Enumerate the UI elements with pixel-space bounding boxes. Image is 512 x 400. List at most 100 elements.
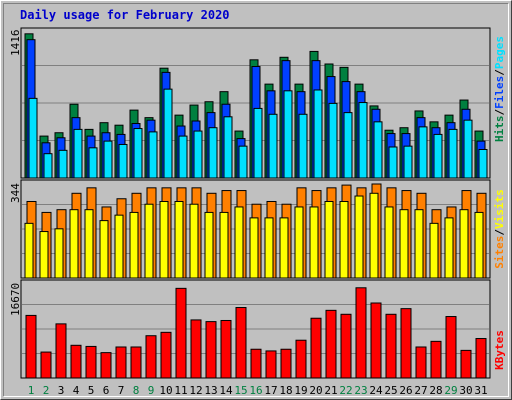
bar-kbytes-day-30 xyxy=(460,349,472,379)
day-label-26: 26 xyxy=(399,384,412,397)
bar-pages-day-22 xyxy=(343,112,353,179)
bar-pages-day-13 xyxy=(208,127,218,179)
bar-pages-day-23 xyxy=(358,102,368,179)
legend-hits-files-pages-part-3: / xyxy=(493,69,506,76)
legend-kbytes-part-0: KBytes xyxy=(493,330,506,370)
chart-title: Daily usage for February 2020 xyxy=(20,8,230,22)
bar-pages-day-16 xyxy=(253,107,263,179)
bar-pages-day-28 xyxy=(433,133,443,179)
legend-hits-files-pages-part-4: Pages xyxy=(493,36,506,69)
bar-kbytes-day-8 xyxy=(130,346,142,379)
bar-kbytes-day-20 xyxy=(310,317,322,379)
bar-kbytes-day-31 xyxy=(475,338,487,379)
bar-pages-day-5 xyxy=(88,147,98,179)
bar-visits-day-31 xyxy=(474,211,484,279)
ymax-label-visits-sites: 344 xyxy=(9,183,22,203)
bar-kbytes-day-21 xyxy=(325,309,337,379)
bar-pages-day-31 xyxy=(478,148,488,179)
bar-visits-day-15 xyxy=(234,206,244,279)
bar-visits-day-28 xyxy=(429,222,439,279)
bar-kbytes-day-17 xyxy=(265,350,277,379)
day-label-3: 3 xyxy=(58,384,65,397)
bar-kbytes-day-22 xyxy=(340,313,352,379)
bar-pages-day-12 xyxy=(193,130,203,179)
legend-hits-files-pages: Hits/Files/Pages xyxy=(493,36,506,142)
legend-sites-visits: Sites/Visits xyxy=(493,189,506,269)
day-label-17: 17 xyxy=(264,384,277,397)
legend-hits-files-pages-part-0: Hits xyxy=(493,116,506,143)
day-label-15: 15 xyxy=(234,384,247,397)
bar-kbytes-day-7 xyxy=(115,346,127,379)
bar-pages-day-7 xyxy=(118,143,128,179)
bar-visits-day-4 xyxy=(69,209,79,279)
bar-visits-day-2 xyxy=(39,231,49,279)
bar-visits-day-7 xyxy=(114,214,124,279)
bar-visits-day-20 xyxy=(309,206,319,279)
day-label-1: 1 xyxy=(28,384,35,397)
bar-visits-day-21 xyxy=(324,200,334,279)
day-label-14: 14 xyxy=(219,384,233,397)
bar-visits-day-12 xyxy=(189,203,199,279)
bar-pages-day-18 xyxy=(283,90,293,179)
bar-pages-day-15 xyxy=(238,145,248,179)
bar-kbytes-day-24 xyxy=(370,302,382,379)
legend-hits-files-pages-text: Hits/Files/Pages xyxy=(493,36,506,142)
bar-pages-day-29 xyxy=(448,128,458,179)
day-label-22: 22 xyxy=(339,384,352,397)
bar-pages-day-6 xyxy=(103,140,113,179)
legend-hits-files-pages-part-2: Files xyxy=(493,76,506,109)
frame-inner-highlight xyxy=(3,3,509,397)
bar-pages-day-11 xyxy=(178,135,188,179)
day-label-2: 2 xyxy=(43,384,50,397)
bar-kbytes-day-12 xyxy=(190,319,202,379)
bar-pages-day-8 xyxy=(133,128,143,179)
legend-sites-visits-part-1: / xyxy=(493,229,506,236)
frame-inner-shadow xyxy=(3,3,509,397)
day-label-9: 9 xyxy=(148,384,155,397)
bar-visits-day-30 xyxy=(459,209,469,279)
bar-kbytes-day-28 xyxy=(430,340,442,379)
bar-kbytes-day-15 xyxy=(235,307,247,379)
bar-pages-day-9 xyxy=(148,131,158,179)
bar-visits-day-19 xyxy=(294,206,304,279)
day-label-23: 23 xyxy=(354,384,367,397)
bar-visits-day-16 xyxy=(249,217,259,279)
bar-kbytes-day-29 xyxy=(445,316,457,379)
day-label-6: 6 xyxy=(103,384,110,397)
day-label-5: 5 xyxy=(88,384,95,397)
bar-kbytes-day-2 xyxy=(40,351,52,379)
bar-kbytes-day-10 xyxy=(160,331,172,379)
day-label-16: 16 xyxy=(249,384,262,397)
bar-visits-day-26 xyxy=(399,209,409,279)
day-label-7: 7 xyxy=(118,384,125,397)
bar-pages-day-26 xyxy=(403,145,413,179)
bar-visits-day-17 xyxy=(264,217,274,279)
day-label-12: 12 xyxy=(189,384,202,397)
bar-pages-day-30 xyxy=(463,119,473,179)
bar-kbytes-day-18 xyxy=(280,348,292,379)
ymax-label-kbytes: 16670 xyxy=(9,283,22,316)
day-label-31: 31 xyxy=(474,384,487,397)
bar-pages-day-4 xyxy=(73,128,83,179)
day-label-18: 18 xyxy=(279,384,292,397)
bar-kbytes-day-26 xyxy=(400,308,412,379)
bar-visits-day-14 xyxy=(219,211,229,279)
bar-pages-day-25 xyxy=(388,146,398,179)
bar-pages-day-3 xyxy=(58,149,68,179)
bar-visits-day-25 xyxy=(384,206,394,279)
bar-kbytes-day-27 xyxy=(415,346,427,379)
bar-kbytes-day-4 xyxy=(70,344,82,379)
bar-visits-day-29 xyxy=(444,217,454,279)
bar-visits-day-11 xyxy=(174,200,184,279)
bar-visits-day-23 xyxy=(354,195,364,279)
bar-pages-day-19 xyxy=(298,113,308,179)
bar-kbytes-day-6 xyxy=(100,352,112,379)
bar-kbytes-day-23 xyxy=(355,287,367,379)
bar-pages-day-17 xyxy=(268,113,278,179)
bar-kbytes-day-9 xyxy=(145,335,157,379)
day-labels: 1 2 3 4 5 6 7 8 9 10 11 12 13 14 15 16 17 18 19 20 21 22 23 24 2… xyxy=(28,384,488,397)
legend-sites-visits-text: Sites/Visits xyxy=(493,189,506,269)
bars xyxy=(24,33,488,379)
